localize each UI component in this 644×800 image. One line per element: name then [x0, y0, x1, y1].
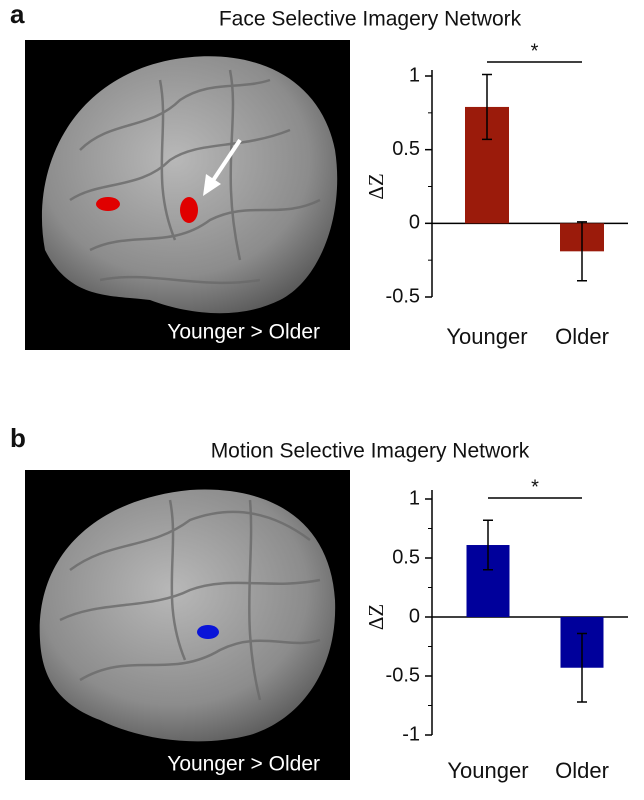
y-tick-label: 1	[409, 487, 420, 509]
chart-title: Face Selective Imagery Network	[219, 8, 522, 31]
x-tick-label: Older	[555, 324, 609, 349]
y-axis-label: ΔZ	[364, 604, 388, 630]
y-tick-label: -0.5	[386, 285, 420, 307]
error-bar	[577, 632, 587, 703]
y-tick-label: 0	[409, 212, 420, 234]
brain-image	[25, 40, 350, 350]
y-tick-label: 1	[409, 64, 420, 86]
y-tick-label: 0.5	[392, 138, 420, 160]
y-tick-label: 0	[409, 605, 420, 627]
error-bar	[577, 221, 587, 282]
image-caption: Younger > Older	[167, 321, 320, 344]
image-caption: Younger > Older	[167, 753, 320, 776]
error-bar	[483, 519, 493, 571]
y-tick-label: -1	[402, 723, 420, 745]
panel-label: b	[10, 423, 26, 453]
significance-marker: *	[531, 40, 539, 62]
x-tick-label: Younger	[447, 758, 528, 783]
y-tick-label: 0.5	[392, 546, 420, 568]
x-tick-label: Older	[555, 758, 609, 783]
error-bar	[482, 73, 492, 141]
chart-title: Motion Selective Imagery Network	[211, 440, 530, 463]
significance-marker: *	[531, 476, 539, 498]
brain-image	[25, 470, 350, 780]
y-tick-label: -0.5	[386, 664, 420, 686]
y-axis-label: ΔZ	[364, 173, 388, 199]
panel-label: a	[10, 0, 25, 29]
x-tick-label: Younger	[446, 324, 527, 349]
